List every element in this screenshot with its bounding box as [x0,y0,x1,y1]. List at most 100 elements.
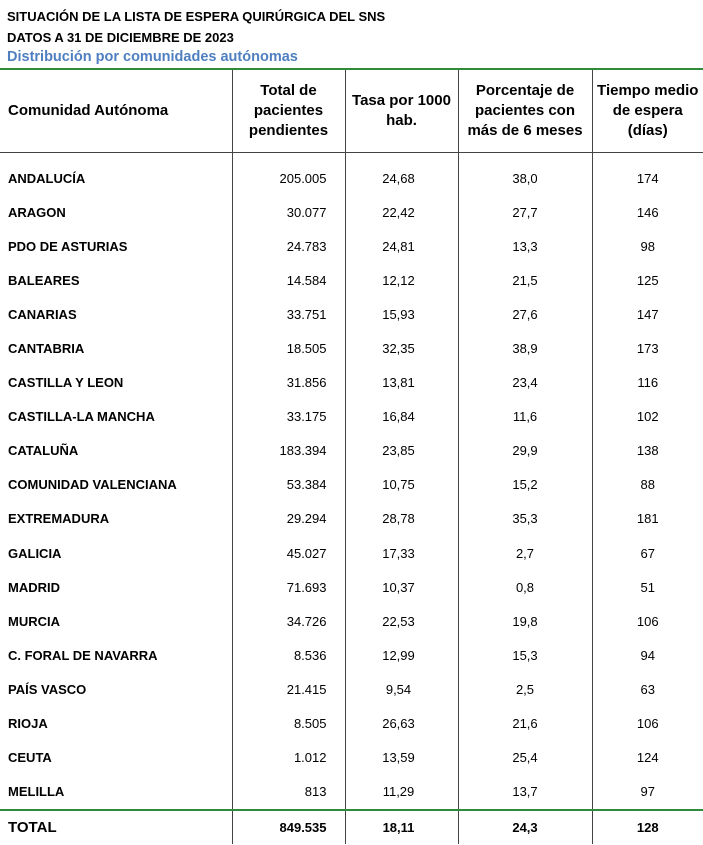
cell: 29,9 [457,433,592,468]
region-name: CEUTA [8,750,52,766]
cell: 33.751 [231,297,345,332]
table-row: ARAGON 30.077 22,42 27,7 146 [0,195,703,230]
cell: 13,7 [457,774,592,810]
cell: 146 [591,195,703,230]
region-name: MELILLA [8,784,65,800]
cell: 9,54 [344,672,458,707]
total-row: TOTAL 849.535 18,11 24,3 128 [0,808,703,844]
subtitle: Distribución por comunidades autónomas [7,49,298,65]
cell: 106 [591,706,703,741]
region-name: CANARIAS [8,306,77,322]
table-row: ANDALUCÍA 205.005 24,68 38,0 174 [0,161,703,196]
cell: 45.027 [231,536,345,571]
cell: 22,53 [344,604,458,639]
cell: 97 [591,774,703,810]
cell: 35,3 [457,501,592,537]
cell: 106 [591,604,703,639]
table-row: MADRID 71.693 10,37 0,8 51 [0,570,703,605]
cell: 98 [591,229,703,264]
cell: 53.384 [231,467,345,502]
cell: 28,78 [344,501,458,537]
cell: 51 [591,570,703,605]
cell: 24,81 [344,229,458,264]
cell: 23,85 [344,433,458,468]
column-header: Total de pacientes pendientes [231,68,345,153]
total-cell: 18,11 [344,808,458,844]
cell: 30.077 [231,195,345,230]
region-name: C. FORAL DE NAVARRA [8,647,158,663]
cell: 1.012 [231,740,345,775]
cell: 2,5 [457,672,592,707]
cell: 10,75 [344,467,458,502]
cell: 21,6 [457,706,592,741]
cell: 25,4 [457,740,592,775]
cell: 63 [591,672,703,707]
cell: 12,99 [344,638,458,673]
cell: 14.584 [231,263,345,298]
table-row: EXTREMADURA 29.294 28,78 35,3 181 [0,501,703,537]
header-row: Comunidad Autónoma Total de pacientes pen… [0,68,703,153]
cell: 183.394 [231,433,345,468]
table-row: RIOJA 8.505 26,63 21,6 106 [0,706,703,741]
cell: 116 [591,365,703,400]
column-header: Comunidad Autónoma [0,68,232,153]
region-name: CANTABRIA [8,341,85,357]
region-name: ANDALUCÍA [8,170,86,186]
region-name: EXTREMADURA [8,511,110,527]
cell: 19,8 [457,604,592,639]
cell: 12,12 [344,263,458,298]
cell: 205.005 [231,161,345,196]
spacer-cell [591,152,703,161]
total-cell: 128 [591,808,703,844]
cell: 88 [591,467,703,502]
cell: 22,42 [344,195,458,230]
cell: 24.783 [231,229,345,264]
cell: 813 [231,774,345,810]
table-row: MURCIA 34.726 22,53 19,8 106 [0,604,703,639]
cell: 34.726 [231,604,345,639]
region-name: MADRID [8,579,60,595]
total-cell: 24,3 [457,808,592,844]
date: DATOS A 31 DE DICIEMBRE DE 2023 [7,30,234,45]
cell: 8.536 [231,638,345,673]
region-name: BALEARES [8,272,80,288]
cell: 174 [591,161,703,196]
table-row: C. FORAL DE NAVARRA 8.536 12,99 15,3 94 [0,638,703,673]
table-row: BALEARES 14.584 12,12 21,5 125 [0,263,703,298]
cell: 8.505 [231,706,345,741]
cell: 15,3 [457,638,592,673]
table-row: GALICIA 45.027 17,33 2,7 67 [0,536,703,571]
cell: 11,29 [344,774,458,810]
table-row: CATALUÑA 183.394 23,85 29,9 138 [0,433,703,468]
table-row: CEUTA 1.012 13,59 25,4 124 [0,740,703,775]
cell: 26,63 [344,706,458,741]
cell: 94 [591,638,703,673]
table-row: COMUNIDAD VALENCIANA 53.384 10,75 15,2 88 [0,467,703,502]
cell: 38,9 [457,331,592,366]
table-row: PDO DE ASTURIAS 24.783 24,81 13,3 98 [0,229,703,264]
region-name: PDO DE ASTURIAS [8,238,128,254]
cell: 138 [591,433,703,468]
cell: 27,6 [457,297,592,332]
cell: 13,3 [457,229,592,264]
cell: 0,8 [457,570,592,605]
region-name: CASTILLA Y LEON [8,375,124,391]
cell: 147 [591,297,703,332]
spacer-cell [457,152,592,161]
cell: 33.175 [231,399,345,434]
cell: 71.693 [231,570,345,605]
cell: 13,59 [344,740,458,775]
cell: 102 [591,399,703,434]
region-name: COMUNIDAD VALENCIANA [8,477,177,493]
cell: 15,2 [457,467,592,502]
cell: 67 [591,536,703,571]
cell: 10,37 [344,570,458,605]
region-name: MURCIA [8,613,60,629]
cell: 11,6 [457,399,592,434]
cell: 18.505 [231,331,345,366]
spacer-cell [344,152,458,161]
table-row: CASTILLA Y LEON 31.856 13,81 23,4 116 [0,365,703,400]
table-body: ANDALUCÍA 205.005 24,68 38,0 174 ARAGON 30.077… [0,152,703,844]
region-name: ARAGON [8,204,66,220]
table: Comunidad Autónoma Total de pacientes pen… [0,68,703,844]
